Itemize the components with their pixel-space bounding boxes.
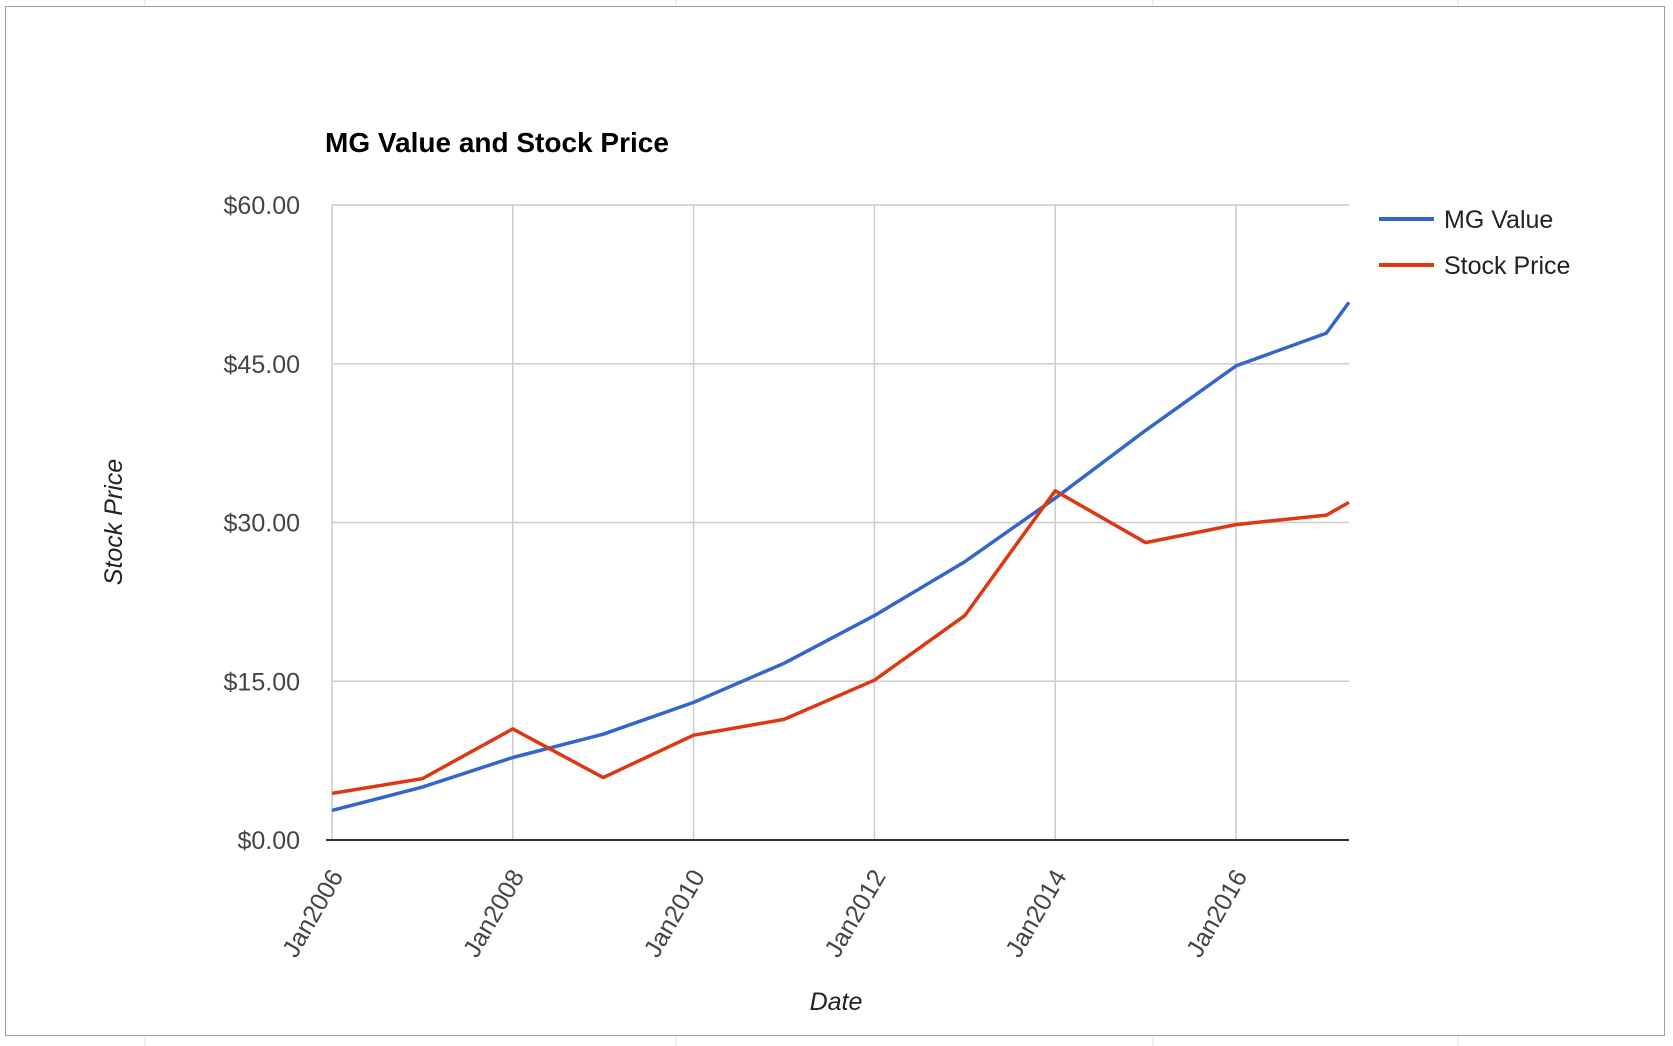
y-tick-label: $0.00 <box>237 827 300 855</box>
y-tick-label: $15.00 <box>224 668 300 696</box>
y-axis-title: Stock Price <box>100 459 128 585</box>
x-tick-label: Jan2008 <box>458 865 530 962</box>
y-axis-ticks: $0.00 $15.00 $30.00 $45.00 $60.00 <box>224 192 300 855</box>
series-lines <box>331 301 1351 813</box>
series-line-1[interactable] <box>331 489 1350 796</box>
legend-label: MG Value <box>1444 206 1553 234</box>
x-tick-label: Jan2016 <box>1181 865 1253 962</box>
series-line-0[interactable] <box>331 301 1351 813</box>
x-tick-label: Jan2006 <box>277 865 349 962</box>
x-axis-title: Date <box>810 988 863 1016</box>
legend[interactable]: MG Value Stock Price <box>1379 206 1570 280</box>
chart-title: MG Value and Stock Price <box>325 127 669 158</box>
y-tick-label: $60.00 <box>224 192 300 220</box>
y-tick-label: $30.00 <box>224 510 300 538</box>
x-axis-ticks: Jan2006 Jan2008 Jan2010 Jan2012 Jan2014 Jan20… <box>277 865 1253 962</box>
x-tick-label: Jan2014 <box>1000 865 1072 962</box>
y-tick-label: $45.00 <box>224 351 300 379</box>
line-chart: MG Value and Stock Price $0.00 $15.00 $30.… <box>100 127 1570 1016</box>
legend-label: Stock Price <box>1444 252 1570 280</box>
chart-container[interactable]: MG Value and Stock Price $0.00 $15.00 $30.… <box>5 6 1665 1036</box>
x-tick-label: Jan2010 <box>639 865 711 962</box>
x-tick-label: Jan2012 <box>819 865 891 962</box>
gridlines <box>326 204 1349 841</box>
